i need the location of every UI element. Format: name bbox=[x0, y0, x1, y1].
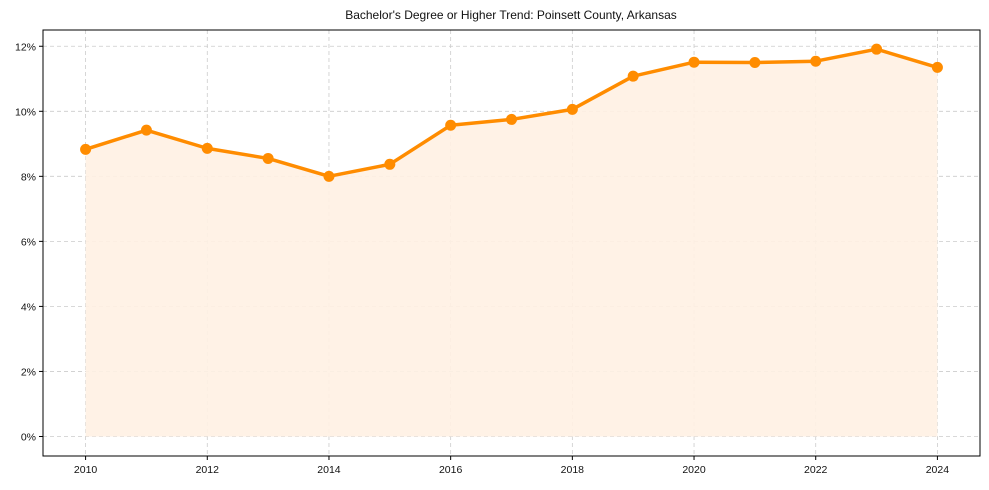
data-point-2016 bbox=[445, 119, 457, 131]
data-point-2015 bbox=[384, 158, 396, 170]
data-point-2021 bbox=[749, 57, 761, 69]
y-axis: 0% 2% 4% 6% 8% 10% 12% bbox=[15, 41, 43, 443]
data-point-2020 bbox=[688, 56, 700, 68]
data-point-2012 bbox=[201, 142, 213, 154]
area-fill bbox=[85, 49, 938, 437]
x-tick-label: 2010 bbox=[74, 464, 98, 476]
x-tick-label: 2018 bbox=[561, 464, 585, 476]
data-point-2019 bbox=[627, 70, 639, 82]
data-point-2013 bbox=[262, 152, 274, 164]
data-point-2023 bbox=[871, 43, 883, 55]
data-point-2010 bbox=[80, 143, 92, 155]
x-tick-label: 2020 bbox=[682, 464, 706, 476]
plot-frame bbox=[42, 29, 981, 457]
x-tick-label: 2022 bbox=[804, 464, 828, 476]
data-point-2018 bbox=[566, 103, 578, 115]
data-point-2022 bbox=[810, 55, 822, 67]
y-tick-label: 4% bbox=[21, 301, 36, 313]
y-tick-label: 10% bbox=[15, 106, 36, 118]
y-tick-label: 8% bbox=[21, 171, 36, 183]
x-axis: 2010 2012 2014 2016 2018 2020 2022 2024 bbox=[74, 456, 949, 476]
data-point-2017 bbox=[506, 113, 517, 125]
x-tick-label: 2016 bbox=[439, 464, 463, 476]
data-point-2011 bbox=[140, 124, 152, 136]
x-tick-label: 2024 bbox=[926, 464, 950, 476]
data-point-2024 bbox=[931, 61, 943, 73]
y-tick-label: 0% bbox=[21, 431, 36, 443]
x-tick-label: 2012 bbox=[196, 464, 220, 476]
y-tick-label: 2% bbox=[21, 366, 36, 378]
y-tick-label: 6% bbox=[21, 236, 36, 248]
data-markers bbox=[80, 43, 943, 182]
data-point-2014 bbox=[323, 170, 335, 182]
chart-title: Bachelor's Degree or Higher Trend: Poins… bbox=[345, 8, 677, 22]
x-tick-label: 2014 bbox=[317, 464, 341, 476]
y-tick-label: 12% bbox=[15, 41, 36, 53]
